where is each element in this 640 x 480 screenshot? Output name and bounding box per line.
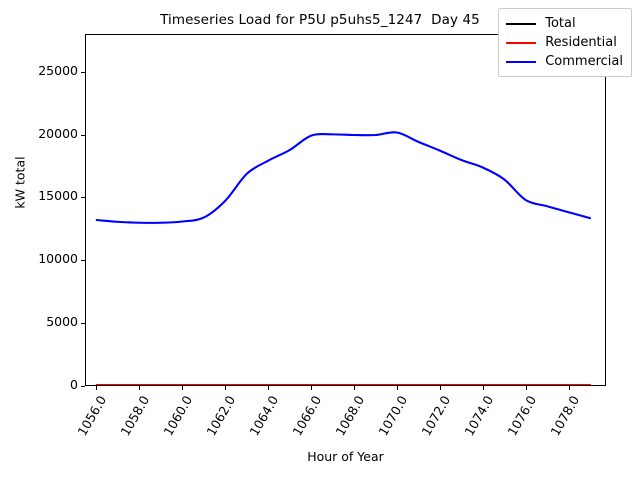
x-tick-mark xyxy=(440,386,442,390)
legend-item[interactable]: Commercial xyxy=(506,52,623,71)
x-tick-mark xyxy=(483,386,485,390)
x-tick-label: 1062.0 xyxy=(203,393,239,439)
legend-line-swatch xyxy=(506,41,537,44)
y-tick-label: 20000 xyxy=(38,125,78,141)
x-tick-mark xyxy=(224,386,226,390)
x-tick-label: 1072.0 xyxy=(418,393,454,439)
x-tick-label: 1076.0 xyxy=(504,393,540,439)
legend-item[interactable]: Residential xyxy=(506,33,623,52)
x-tick-mark xyxy=(311,386,313,390)
x-tick-label: 1056.0 xyxy=(74,393,110,439)
y-tick-mark xyxy=(81,260,85,262)
series-line-commercial xyxy=(95,131,592,224)
x-tick-label: 1068.0 xyxy=(332,393,368,439)
chart-legend: Total Residential Commercial xyxy=(498,8,632,77)
x-tick-label: 1058.0 xyxy=(117,393,153,439)
plot-area xyxy=(85,34,606,386)
x-tick-mark xyxy=(267,386,269,390)
y-tick-mark xyxy=(81,134,85,136)
x-tick-label: 1070.0 xyxy=(375,393,411,439)
plot-canvas xyxy=(95,131,592,385)
chart-title: Timeseries Load for P5U p5uhs5_1247 Day … xyxy=(160,12,480,28)
x-tick-mark xyxy=(181,386,183,390)
legend-line-swatch xyxy=(506,60,537,63)
y-tick-mark xyxy=(81,386,85,387)
legend-item-label: Residential xyxy=(545,35,617,50)
x-tick-label: 1078.0 xyxy=(547,393,583,439)
x-axis-label: Hour of Year xyxy=(307,449,384,464)
x-tick-mark xyxy=(526,386,528,390)
x-tick-mark xyxy=(569,386,571,390)
x-tick-label: 1060.0 xyxy=(160,393,196,439)
x-tick-mark xyxy=(354,386,356,390)
legend-line-swatch xyxy=(506,22,537,25)
y-tick-label: 15000 xyxy=(38,188,78,204)
y-tick-mark xyxy=(81,71,85,73)
y-tick-label: 5000 xyxy=(46,314,78,330)
y-tick-mark xyxy=(81,197,85,199)
y-tick-label: 0 xyxy=(70,377,78,392)
y-tick-mark xyxy=(81,323,85,325)
y-tick-label: 25000 xyxy=(38,62,78,78)
legend-item-label: Commercial xyxy=(545,54,623,69)
x-tick-label: 1074.0 xyxy=(461,393,497,439)
legend-item-label: Total xyxy=(545,16,576,31)
x-tick-mark xyxy=(397,386,399,390)
x-tick-label: 1066.0 xyxy=(289,393,325,439)
x-tick-label: 1064.0 xyxy=(246,393,282,439)
x-tick-mark xyxy=(95,386,97,390)
y-tick-label: 10000 xyxy=(38,251,78,267)
legend-item[interactable]: Total xyxy=(506,14,623,33)
x-tick-mark xyxy=(138,386,140,390)
